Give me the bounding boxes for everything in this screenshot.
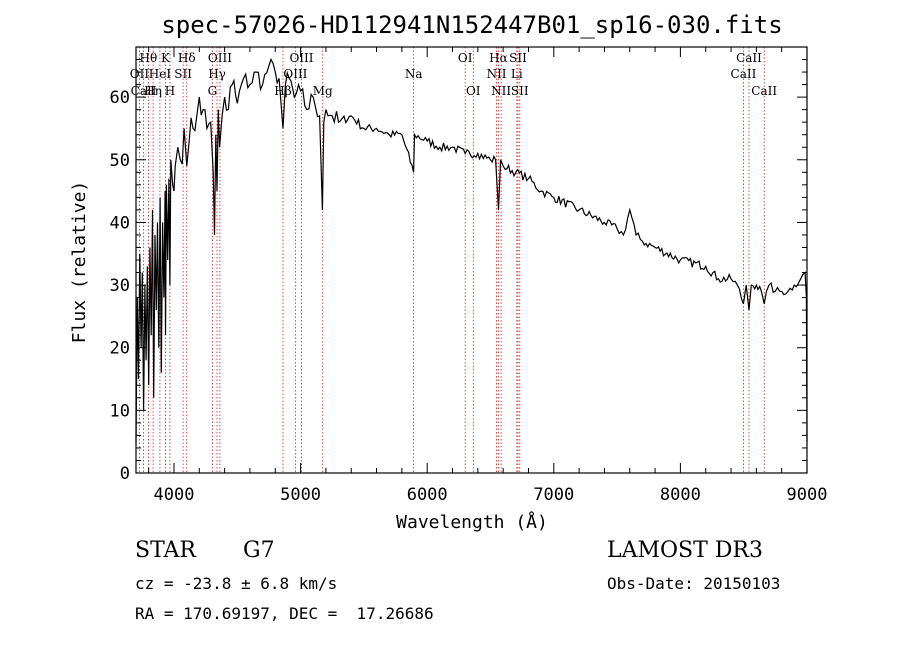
redshift-velocity: cz = -23.8 ± 6.8 km/s — [135, 574, 338, 593]
line-marker-label: Hα — [489, 51, 508, 65]
x-tick-label: 6000 — [407, 485, 448, 505]
y-tick-label: 60 — [110, 88, 130, 108]
line-marker-label: Hδ — [178, 51, 196, 65]
line-marker-label: OII — [130, 67, 150, 81]
line-marker-label: NII — [487, 67, 507, 81]
x-tick-label: 4000 — [154, 485, 195, 505]
line-marker-label: OI — [466, 84, 481, 98]
object-class: STAR — [135, 538, 196, 563]
line-marker-label: OIII — [289, 51, 313, 65]
coordinates: RA = 170.69197, DEC = 17.26686 — [135, 604, 434, 623]
line-marker-label: Hβ — [274, 84, 291, 98]
line-marker-label: CaII — [736, 51, 762, 65]
line-marker-label: SII — [174, 67, 192, 81]
x-axis-ticks: 4000 5000 6000 7000 8000 9000 — [148, 47, 828, 505]
y-tick-label: 50 — [110, 151, 130, 171]
line-marker-label: G — [208, 84, 218, 98]
y-tick-label: 30 — [110, 276, 130, 296]
line-marker-label: CaII — [131, 84, 157, 98]
line-marker-label: Hγ — [208, 67, 226, 81]
line-marker-label: OIII — [208, 51, 232, 65]
chart-title: spec-57026-HD112941N152447B01_sp16-030.f… — [161, 11, 782, 39]
line-marker-label: Li — [511, 67, 523, 81]
y-tick-label: 10 — [110, 401, 130, 421]
line-marker-label: Hθ — [140, 51, 158, 65]
x-tick-label: 9000 — [787, 485, 828, 505]
line-marker-label: Hη — [144, 84, 162, 98]
x-axis-label: Wavelength (Å) — [396, 511, 548, 533]
line-marker-label: Na — [405, 67, 423, 81]
plot-frame — [135, 46, 808, 474]
line-marker-label: HeI — [149, 67, 172, 81]
y-tick-label: 0 — [120, 464, 130, 484]
line-marker-label: H — [165, 84, 175, 98]
observation-date: Obs-Date: 20150103 — [607, 574, 781, 593]
survey-name: LAMOST DR3 — [607, 538, 763, 563]
x-tick-label: 8000 — [660, 485, 701, 505]
line-marker-label: K — [161, 51, 171, 65]
y-tick-label: 40 — [110, 213, 130, 233]
line-marker-label: SII — [509, 51, 527, 65]
line-marker-label: Mg — [313, 84, 333, 98]
line-markers — [139, 47, 765, 473]
y-tick-label: 20 — [110, 339, 130, 359]
spectrum-line — [135, 57, 808, 442]
line-marker-label: CaII — [751, 84, 777, 98]
x-tick-label: 7000 — [533, 485, 574, 505]
y-axis-label: Flux (relative) — [69, 181, 90, 344]
x-tick-label: 5000 — [280, 485, 321, 505]
object-subclass: G7 — [243, 538, 275, 563]
line-marker-label: SII — [511, 84, 529, 98]
line-marker-label: OI — [458, 51, 473, 65]
y-axis-ticks: 0 10 20 30 40 50 60 — [110, 59, 807, 484]
line-marker-label: CaII — [731, 67, 757, 81]
line-marker-label: NII — [491, 84, 511, 98]
